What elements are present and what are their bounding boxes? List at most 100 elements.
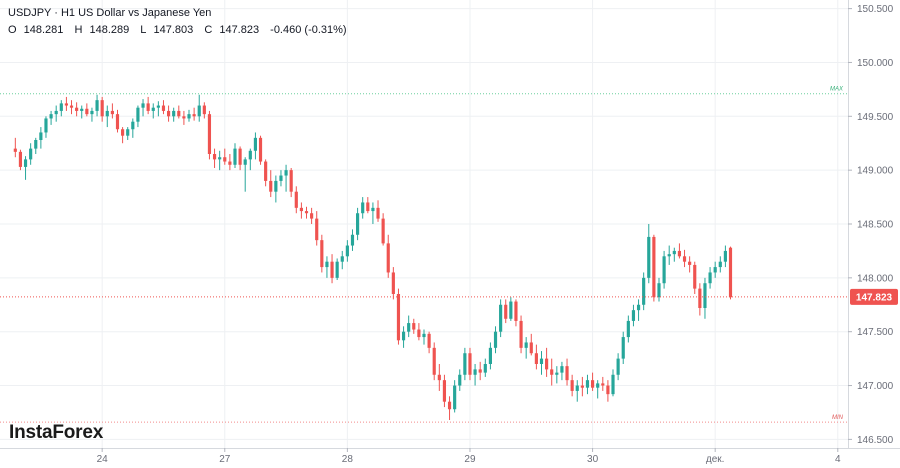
candle[interactable]: [713, 261, 717, 278]
candle[interactable]: [514, 299, 518, 327]
candle[interactable]: [642, 272, 646, 311]
candle[interactable]: [212, 148, 217, 168]
candle[interactable]: [243, 157, 247, 192]
candle[interactable]: [499, 299, 503, 338]
candle[interactable]: [248, 148, 252, 171]
candle[interactable]: [141, 99, 145, 117]
candle[interactable]: [202, 102, 206, 119]
candle[interactable]: [69, 100, 74, 115]
candle[interactable]: [596, 380, 600, 399]
candle[interactable]: [657, 277, 661, 302]
candle[interactable]: [192, 107, 196, 121]
candle[interactable]: [253, 132, 258, 160]
candle[interactable]: [131, 118, 135, 138]
candle[interactable]: [682, 249, 687, 268]
candle[interactable]: [85, 103, 89, 117]
candle[interactable]: [121, 127, 125, 144]
candle[interactable]: [320, 234, 324, 273]
candle[interactable]: [437, 364, 441, 391]
candle[interactable]: [463, 347, 467, 381]
candle[interactable]: [688, 256, 692, 273]
candle[interactable]: [667, 245, 671, 265]
candle[interactable]: [447, 396, 452, 420]
candle[interactable]: [371, 202, 375, 224]
candle[interactable]: [207, 110, 212, 160]
candle[interactable]: [182, 110, 186, 125]
candle[interactable]: [330, 254, 334, 284]
candle[interactable]: [335, 258, 339, 280]
candle[interactable]: [621, 331, 625, 364]
candle[interactable]: [381, 213, 385, 246]
candle[interactable]: [504, 299, 508, 324]
candle[interactable]: [442, 374, 447, 408]
candle[interactable]: [672, 247, 676, 262]
candle[interactable]: [483, 358, 487, 377]
candle[interactable]: [80, 105, 84, 119]
candle[interactable]: [161, 100, 166, 115]
candle[interactable]: [54, 105, 58, 122]
candle[interactable]: [294, 186, 298, 214]
candle[interactable]: [197, 94, 201, 122]
candle[interactable]: [376, 200, 380, 222]
candle[interactable]: [110, 103, 114, 119]
candle[interactable]: [473, 364, 477, 386]
candle[interactable]: [187, 109, 191, 122]
candle[interactable]: [177, 105, 181, 119]
candle[interactable]: [289, 168, 293, 198]
candle[interactable]: [519, 315, 523, 354]
candle[interactable]: [545, 347, 549, 377]
candle[interactable]: [534, 344, 538, 370]
candle[interactable]: [662, 250, 666, 289]
candle[interactable]: [44, 116, 48, 138]
candle[interactable]: [13, 137, 17, 158]
candle[interactable]: [693, 261, 697, 294]
candle[interactable]: [100, 96, 104, 122]
candle[interactable]: [264, 159, 268, 187]
candle[interactable]: [156, 101, 160, 117]
candle[interactable]: [166, 105, 171, 122]
candle[interactable]: [279, 170, 283, 187]
candle[interactable]: [718, 256, 722, 273]
candle[interactable]: [427, 331, 431, 354]
candle[interactable]: [258, 135, 263, 165]
candle[interactable]: [391, 267, 395, 300]
candle[interactable]: [708, 267, 712, 289]
candle[interactable]: [417, 323, 421, 341]
candle[interactable]: [616, 353, 620, 381]
candle[interactable]: [64, 96, 68, 111]
candle[interactable]: [590, 372, 595, 391]
candle[interactable]: [172, 107, 176, 122]
candle[interactable]: [59, 100, 63, 117]
candle[interactable]: [488, 342, 492, 370]
candle[interactable]: [361, 197, 365, 219]
candle[interactable]: [723, 245, 727, 268]
candle[interactable]: [478, 361, 482, 381]
candle[interactable]: [432, 342, 436, 381]
candle[interactable]: [95, 94, 99, 117]
candle[interactable]: [105, 105, 109, 128]
candle[interactable]: [90, 107, 94, 122]
candle[interactable]: [606, 380, 610, 402]
candle[interactable]: [468, 347, 472, 381]
candle[interactable]: [601, 376, 605, 391]
candle[interactable]: [18, 149, 23, 171]
candle[interactable]: [407, 315, 411, 338]
candle[interactable]: [223, 148, 227, 165]
candle[interactable]: [269, 170, 273, 198]
candle[interactable]: [555, 366, 559, 384]
candle[interactable]: [136, 105, 140, 128]
candle[interactable]: [611, 369, 615, 397]
candle[interactable]: [274, 175, 278, 203]
candle[interactable]: [315, 211, 319, 246]
candle[interactable]: [728, 246, 733, 300]
candle[interactable]: [401, 326, 406, 348]
candle[interactable]: [493, 326, 498, 354]
candle[interactable]: [284, 164, 288, 192]
candle[interactable]: [350, 229, 355, 251]
price-axis[interactable]: 150.500 150.000 149.500 149.000 148.500 148.0…: [848, 0, 894, 448]
candle[interactable]: [585, 374, 590, 395]
time-axis[interactable]: 24 27 28 29 30 дек. 4: [0, 448, 900, 465]
candle[interactable]: [146, 96, 150, 115]
candle[interactable]: [560, 361, 564, 381]
